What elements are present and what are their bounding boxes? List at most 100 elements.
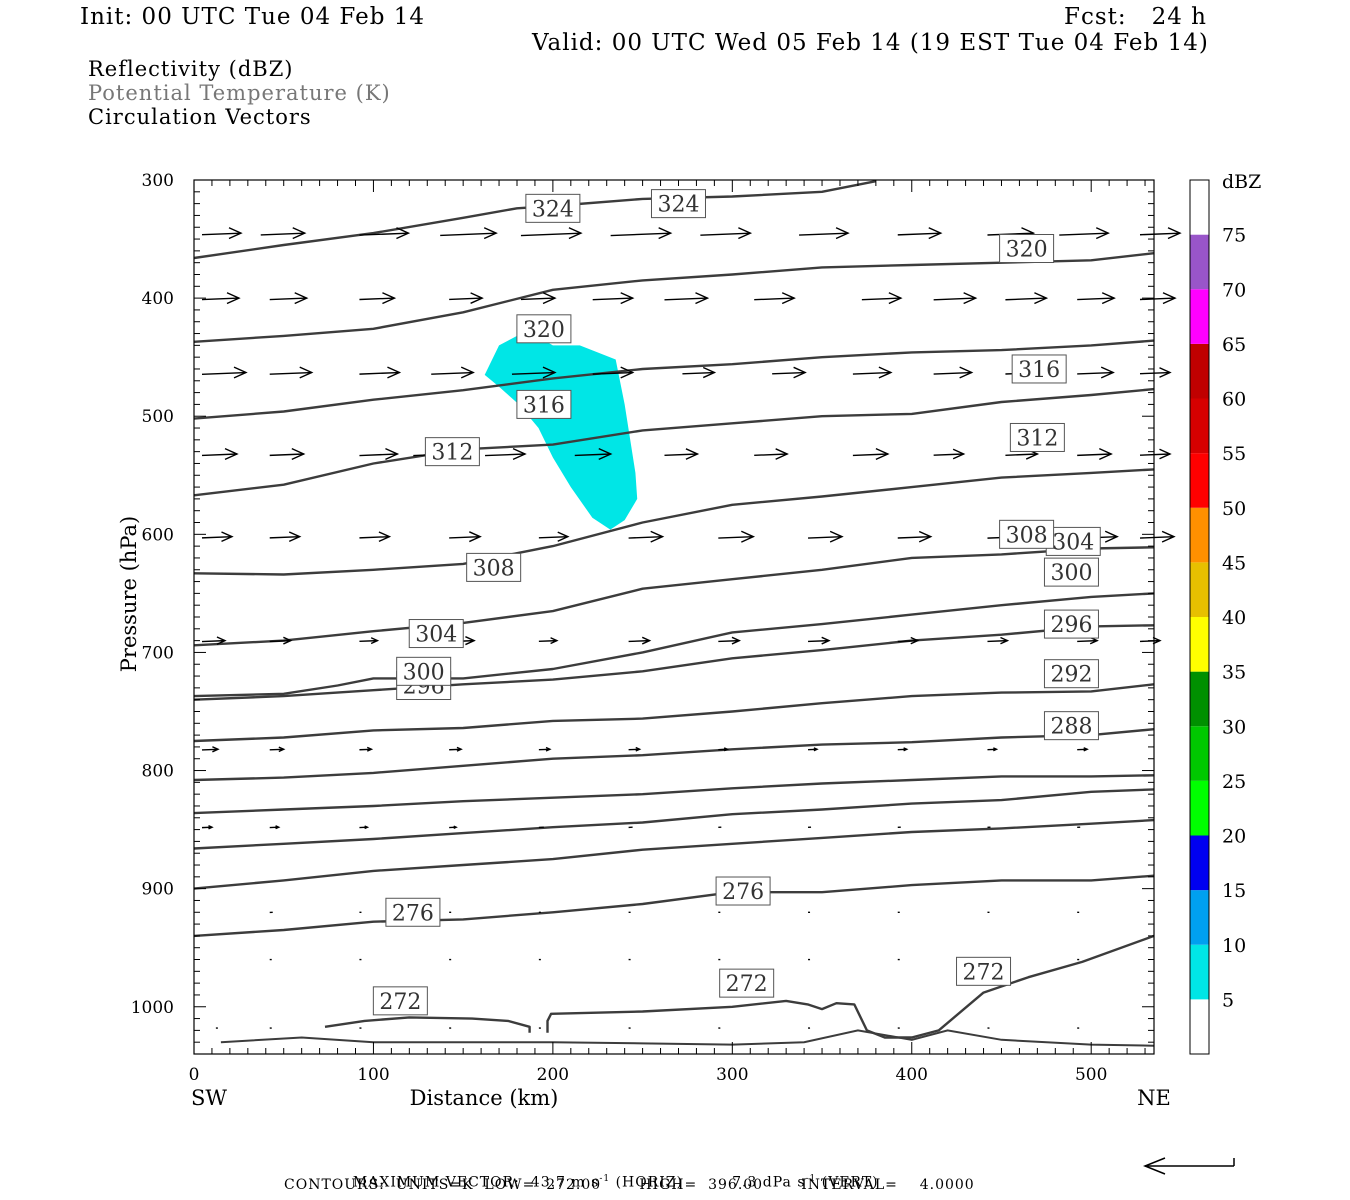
theta-contour-308 (193, 468, 1155, 576)
theta-contour-280 (193, 818, 1155, 890)
colorbar-border (1189, 179, 1210, 1055)
contour-label-304: 304 (1045, 526, 1101, 556)
contour-label-312: 312 (1009, 422, 1065, 452)
theta-contour-312 (193, 387, 1155, 497)
reference-vector-arrow (1142, 1157, 1235, 1175)
wind-vector (520, 227, 583, 240)
ref-arrow-head (1142, 1157, 1166, 1175)
wind-vector (1139, 227, 1182, 240)
wind-vector (269, 636, 293, 645)
contour-label-276: 276 (385, 897, 441, 927)
theta-contours-layer (193, 180, 1155, 1047)
x-tick-label: 0 (189, 1065, 200, 1085)
contour-label-box (396, 656, 452, 686)
init-time: Init: 00 UTC Tue 04 Feb 14 (80, 4, 426, 30)
contour-label-text: 276 (392, 901, 434, 926)
wind-vector (718, 636, 742, 645)
contour-label-276: 276 (715, 876, 771, 906)
contour-label-308: 308 (999, 519, 1055, 549)
wind-vector (718, 747, 730, 752)
wind-vector (260, 227, 307, 240)
theta-contour-272 (324, 1016, 531, 1033)
colorbar-segment (1190, 999, 1209, 1054)
reflectivity-5dbz-region (484, 335, 638, 530)
contour-label-304: 304 (408, 619, 464, 649)
wind-vector (201, 227, 243, 240)
wind-vector (201, 366, 248, 379)
wind-vector (592, 366, 635, 379)
colorbar: 5 10 15 20 25 30 35 40 45 50 55 60 65 70 75 dBZ (1189, 171, 1261, 1055)
wind-vector (449, 746, 463, 752)
wind-vector (933, 448, 966, 460)
max-vert-value: 7.3 dPa s (732, 1174, 806, 1191)
wind-vector (201, 825, 214, 830)
wind-vector (201, 531, 234, 543)
wind-vector (511, 366, 557, 379)
wind-vector (201, 746, 220, 753)
colorbar-label: 65 (1222, 334, 1246, 356)
colorbar-label: 45 (1222, 552, 1246, 574)
wind-vector (201, 636, 227, 645)
wind-vector (897, 227, 943, 240)
wind-vector (269, 531, 302, 543)
contour-label-box (715, 876, 771, 906)
contour-label-box (516, 389, 572, 419)
wind-vector (808, 636, 831, 645)
contour-label-316: 316 (516, 389, 572, 419)
contour-label-box (1011, 354, 1067, 384)
wind-vector (592, 292, 635, 305)
theta-contour-316 (193, 339, 1155, 420)
colorbar-segment (1190, 617, 1209, 672)
contour-label-text: 324 (657, 193, 699, 218)
wind-vector (897, 747, 909, 752)
wind-vector (1005, 292, 1049, 305)
forecast-hour: Fcst: 24 h (1064, 4, 1207, 30)
colorbar-label: 35 (1222, 662, 1246, 684)
wind-vector (754, 448, 789, 460)
colorbar-segment (1190, 780, 1209, 836)
colorbar-segment (1190, 289, 1209, 344)
wind-vector (1139, 448, 1172, 460)
colorbar-label: 50 (1222, 498, 1246, 520)
wind-vector (1077, 448, 1113, 461)
wind-vector (682, 366, 717, 379)
contour-label-272: 272 (372, 986, 428, 1016)
theta-contour-288 (193, 728, 1155, 782)
contour-label-text: 272 (726, 972, 768, 997)
max-horiz-value: 43.7 m s (530, 1174, 600, 1191)
wind-vector (485, 447, 527, 461)
wind-vector (700, 227, 753, 240)
wind-vector (933, 366, 974, 379)
x-tick-label: 300 (716, 1065, 748, 1085)
colorbar-segment (1190, 343, 1209, 399)
y-tick-label: 600 (142, 525, 174, 545)
x-tick-label: 500 (1075, 1065, 1107, 1085)
contour-label-272: 272 (719, 968, 775, 998)
wind-vector (933, 292, 978, 305)
wind-vector (269, 366, 314, 379)
colorbar-segment (1190, 671, 1209, 727)
wind-vector (359, 531, 392, 543)
wind-vector (897, 530, 933, 543)
wind-vector (359, 746, 374, 752)
wind-vector (201, 447, 239, 461)
contour-label-box (1043, 609, 1099, 639)
legend-circulation-vectors: Circulation Vectors (88, 105, 312, 129)
wind-vector (1077, 292, 1116, 305)
contour-label-box (719, 968, 775, 998)
contour-label-box (650, 189, 706, 219)
wind-vector (269, 448, 306, 461)
max-vector-label: MAXIMUM VECTOR: (352, 1174, 520, 1191)
contour-label-text: 324 (532, 197, 574, 222)
contour-label-box (1045, 526, 1101, 556)
theta-contour-276 (193, 874, 1155, 938)
wind-vector (538, 531, 570, 542)
x-axis-label: Distance (km) (410, 1086, 559, 1110)
colorbar-label: 15 (1222, 880, 1246, 902)
axes-layer: 0 100 200 300 400 500 300 400 500 600 700 800 900 100… (117, 171, 1171, 1110)
contour-label-text: 304 (1052, 530, 1094, 555)
contour-label-text: 296 (1050, 613, 1092, 638)
colorbar-label: 25 (1222, 771, 1246, 793)
ne-label: NE (1137, 1086, 1171, 1110)
colorbar-segment (1190, 726, 1209, 781)
